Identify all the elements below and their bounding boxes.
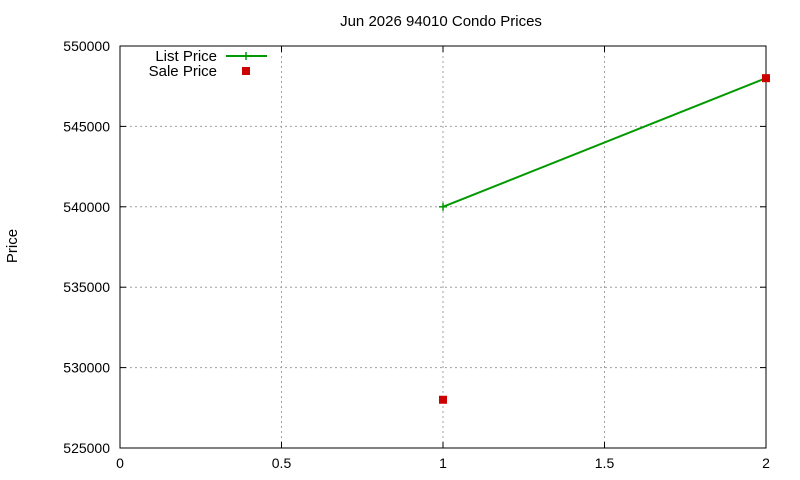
y-tick-label: 550000 xyxy=(63,38,110,54)
list-price-series xyxy=(439,74,770,211)
legend-marker-sale-price xyxy=(242,67,250,75)
y-axis-label: Price xyxy=(4,229,21,263)
axis-ticks: 0 0.5 1 1.5 2 525000 530000 535000 540000 545000 5… xyxy=(63,38,770,471)
y-tick-label: 545000 xyxy=(63,118,110,134)
sale-price-point xyxy=(762,74,770,83)
legend-label-sale-price: Sale Price xyxy=(149,63,217,80)
legend-label-list-price: List Price xyxy=(155,48,217,65)
x-tick-label: 2 xyxy=(762,455,770,471)
grid-lines xyxy=(120,46,766,448)
sale-price-series xyxy=(439,74,770,404)
sale-price-point xyxy=(439,395,447,404)
y-tick-label: 525000 xyxy=(63,440,110,456)
y-tick-label: 535000 xyxy=(63,279,110,295)
y-tick-label: 540000 xyxy=(63,199,110,215)
x-tick-label: 1 xyxy=(439,455,447,471)
x-tick-label: 0 xyxy=(116,455,124,471)
list-price-line xyxy=(442,77,767,208)
chart-title: Jun 2026 94010 Condo Prices xyxy=(340,13,542,30)
list-price-point xyxy=(439,202,447,211)
data-series xyxy=(439,74,770,404)
legend-marker-list-price xyxy=(242,52,250,60)
x-tick-label: 0.5 xyxy=(272,455,292,471)
y-tick-label: 530000 xyxy=(63,360,110,376)
x-tick-label: 1.5 xyxy=(595,455,615,471)
